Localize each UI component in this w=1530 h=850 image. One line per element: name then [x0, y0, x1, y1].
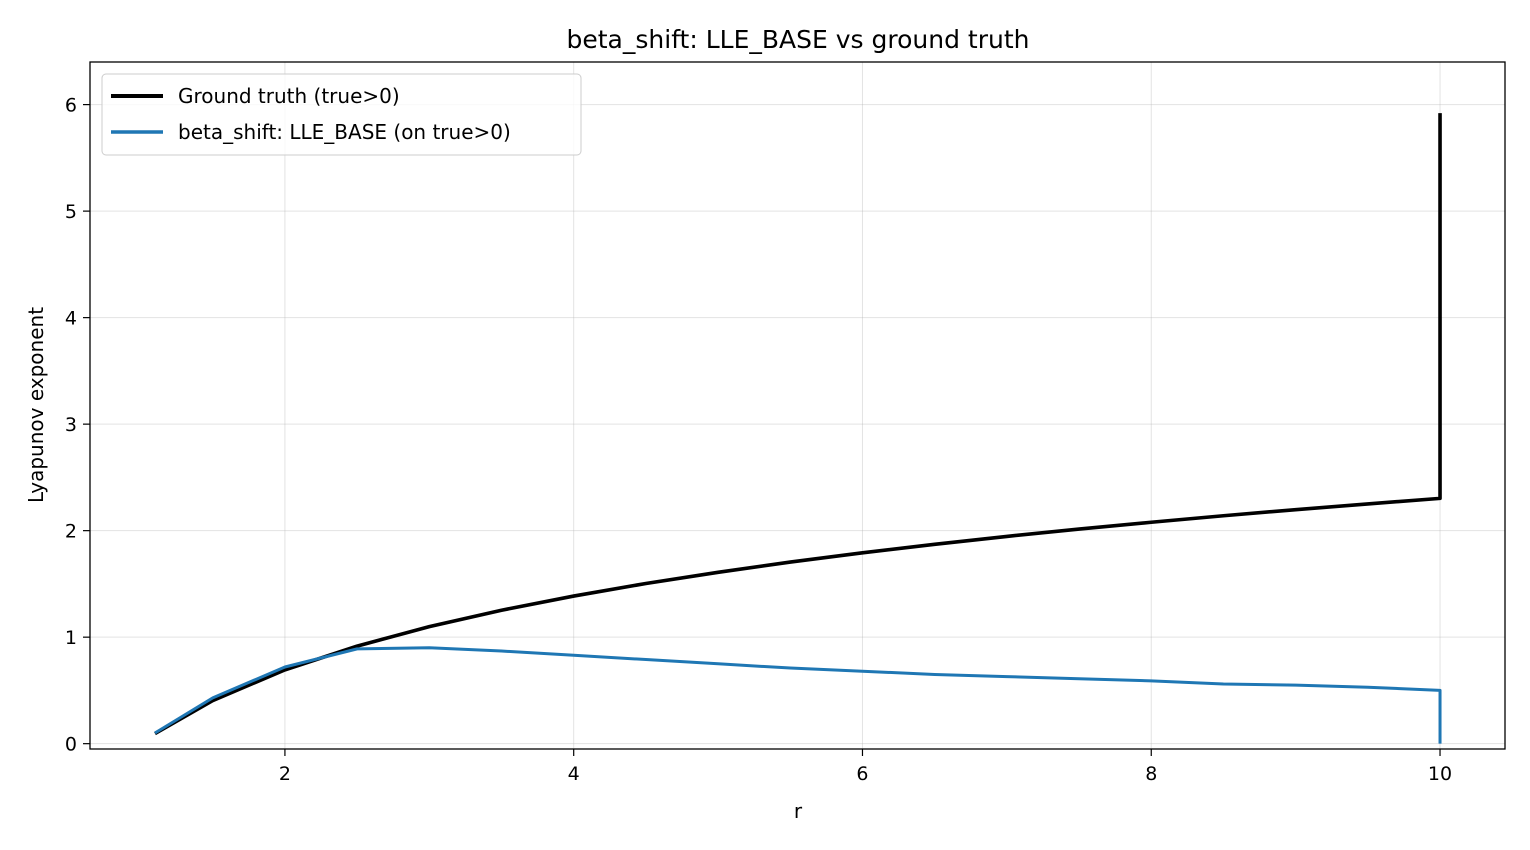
series-line-lle-base — [154, 646, 1442, 744]
chart-title: beta_shift: LLE_BASE vs ground truth — [567, 25, 1030, 54]
series-layer — [154, 113, 1442, 744]
legend-box — [101, 73, 582, 156]
legend-label-lle-base: beta_shift: LLE_BASE (on true>0) — [178, 120, 511, 144]
y-tick-label: 0 — [65, 734, 77, 756]
x-axis-label: r — [794, 799, 803, 823]
y-axis-label: Lyapunov exponent — [24, 307, 48, 503]
y-tick-label: 6 — [65, 95, 77, 117]
x-tick-label: 2 — [279, 763, 291, 785]
series-line-ground-truth — [154, 113, 1442, 736]
y-tick-label: 4 — [65, 308, 77, 330]
legend: Ground truth (true>0) beta_shift: LLE_BA… — [101, 73, 582, 156]
x-tick-label: 10 — [1428, 763, 1452, 785]
y-tick-label: 5 — [65, 201, 77, 223]
axis-ticks: 2 4 6 8 10 0 1 2 3 4 5 6 — [65, 95, 1452, 785]
y-tick-label: 2 — [65, 521, 77, 543]
y-tick-label: 3 — [65, 414, 77, 436]
x-tick-label: 8 — [1145, 763, 1157, 785]
y-tick-label: 1 — [65, 627, 77, 649]
x-tick-label: 4 — [568, 763, 580, 785]
x-tick-label: 6 — [856, 763, 868, 785]
plot-area-frame — [89, 61, 1506, 750]
grid — [90, 62, 1505, 749]
legend-label-ground-truth: Ground truth (true>0) — [178, 84, 400, 108]
